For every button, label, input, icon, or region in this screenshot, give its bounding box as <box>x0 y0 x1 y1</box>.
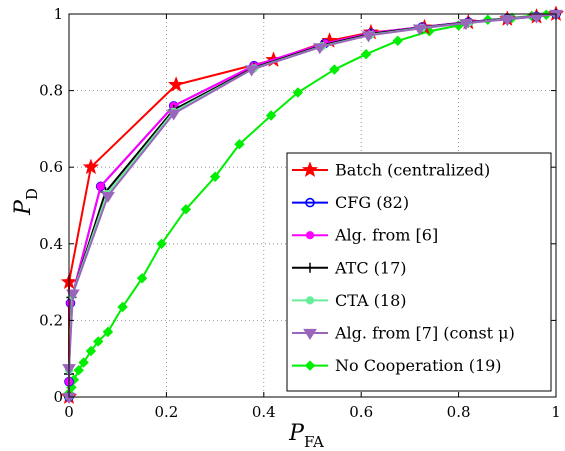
data-point <box>529 12 544 24</box>
x-tick-label: 0.4 <box>252 403 276 421</box>
data-point <box>412 24 427 36</box>
legend-swatch-marker <box>305 296 315 305</box>
y-axis-label: PD <box>11 188 41 216</box>
data-point <box>93 336 104 347</box>
y-tick-label: 1 <box>53 5 63 23</box>
legend-swatch-marker <box>305 231 315 240</box>
legend-item: Batch (centralized) <box>292 161 490 180</box>
data-point <box>85 345 97 357</box>
y-tick-label: 0 <box>53 388 63 406</box>
x-tick-label: 0.6 <box>349 403 373 421</box>
data-point <box>167 76 185 92</box>
y-axis-label-sub: D <box>23 188 41 200</box>
data-point <box>65 289 80 301</box>
plot-series <box>60 5 565 405</box>
data-point <box>459 19 473 31</box>
data-point <box>73 364 84 376</box>
y-tick-label: 0.6 <box>39 158 63 176</box>
legend-swatch-marker <box>305 197 315 208</box>
x-tick-label: 0.2 <box>154 403 178 421</box>
data-point <box>360 49 372 60</box>
x-tick-label: 0.8 <box>447 403 471 421</box>
legend-label: Alg. from [6] <box>334 226 438 245</box>
data-point <box>329 64 340 75</box>
data-point <box>96 182 105 191</box>
y-axis-label-main: P <box>11 199 36 216</box>
legend-label: No Cooperation (19) <box>335 356 502 375</box>
legend-item: CFG (82) <box>292 193 409 212</box>
data-point <box>180 204 192 215</box>
legend-label: Alg. from [7] (const μ) <box>334 324 515 343</box>
data-point <box>209 171 221 182</box>
legend-swatch-marker <box>303 328 317 340</box>
x-tick-label: 1 <box>551 403 561 421</box>
data-point <box>102 326 114 338</box>
data-point <box>156 238 167 250</box>
data-point <box>500 15 515 27</box>
data-point <box>312 43 327 55</box>
data-point <box>136 273 148 284</box>
x-axis-label-main: P <box>288 421 305 446</box>
y-tick-label: 0.8 <box>39 82 63 100</box>
legend-label: CTA (18) <box>335 291 407 310</box>
data-point <box>392 35 403 47</box>
data-point <box>78 357 89 368</box>
plot-frame <box>68 13 557 398</box>
legend-box <box>286 152 552 392</box>
data-point <box>82 158 100 175</box>
legend-swatch-marker <box>304 360 316 371</box>
data-point <box>244 65 259 77</box>
data-point <box>101 191 115 203</box>
x-axis-label-sub: FA <box>304 433 324 451</box>
legend-item: Alg. from [6] <box>292 226 438 245</box>
axis-ticks: 0 0.2 0.4 0.6 0.8 1 0 0.2 0.4 0.6 0.8 1 <box>39 5 561 421</box>
legend-label: ATC (17) <box>334 258 407 277</box>
data-point <box>234 139 245 150</box>
legend-item: No Cooperation (19) <box>292 356 502 375</box>
y-tick-label: 0.2 <box>39 311 63 329</box>
x-axis-label: PFA <box>288 421 324 451</box>
legend-label: Batch (centralized) <box>335 161 490 180</box>
legend-item: Alg. from [7] (const μ) <box>292 324 515 343</box>
legend-label: CFG (82) <box>335 193 409 212</box>
legend: Batch (centralized) CFG (82) Alg. from [6]… <box>286 152 552 392</box>
legend-item: CTA (18) <box>292 291 407 310</box>
data-point <box>166 109 181 121</box>
data-point <box>265 110 277 121</box>
data-point <box>292 87 304 98</box>
legend-item: ATC (17) <box>292 258 407 277</box>
y-tick-label: 0.4 <box>39 235 63 253</box>
legend-swatch-marker <box>301 161 319 178</box>
x-tick-label: 0 <box>64 403 74 421</box>
legend-swatch-marker <box>305 262 315 273</box>
series-5 <box>62 9 563 404</box>
data-point <box>117 301 128 313</box>
data-point <box>361 31 376 43</box>
